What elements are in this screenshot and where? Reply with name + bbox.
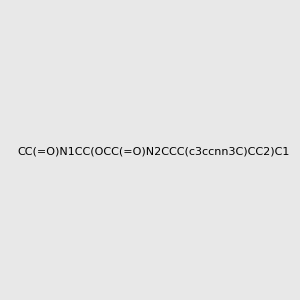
Text: CC(=O)N1CC(OCC(=O)N2CCC(c3ccnn3C)CC2)C1: CC(=O)N1CC(OCC(=O)N2CCC(c3ccnn3C)CC2)C1 <box>18 146 290 157</box>
